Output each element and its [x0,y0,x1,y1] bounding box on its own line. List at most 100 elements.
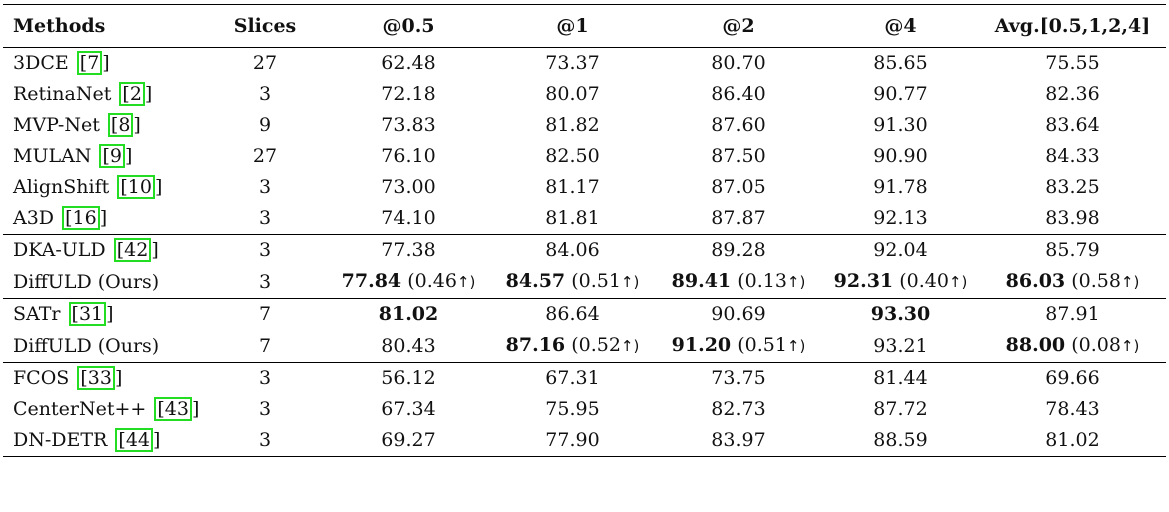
value-cell: 84.57 (0.51↑) [490,266,655,299]
slices-cell: 3 [258,398,272,420]
value-cell: 81.02 [327,298,490,330]
value-cell: 67.31 [490,362,655,394]
slices-cell: 3 [203,425,327,457]
method-name: SATr [13,303,61,325]
up-arrow-icon: ↑) [786,337,806,355]
citation-link[interactable]: [10 [117,175,155,199]
value-cell: 93.30 [822,298,979,330]
value-cell: 80.70 [711,52,766,74]
citation-link[interactable]: [9 [99,144,125,168]
table-row: RetinaNet [2] 3 72.18 80.07 86.40 90.77 … [3,79,1166,110]
header-row: Methods Slices @0.5 @1 @2 @4 Avg.[0.5,1,… [3,4,1166,48]
citation-link[interactable]: [7 [76,51,103,75]
method-cell: MVP-Net [8] [13,113,141,137]
value-cell: 87.05 [711,176,766,198]
delta-value: (0.51 [571,270,621,292]
up-arrow-icon: ↑) [948,273,968,291]
results-table: Methods Slices @0.5 @1 @2 @4 Avg.[0.5,1,… [3,4,1166,457]
value-cell: 73.83 [381,114,436,136]
value-cell: 77.84 (0.46↑) [327,266,490,299]
citation-link[interactable]: [42 [113,238,152,262]
value-cell: 82.73 [711,398,766,420]
value-cell: 90.77 [873,83,928,105]
citation-link[interactable]: [31 [68,302,107,326]
value-cell: 87.16 (0.52↑) [490,330,655,363]
value-cell: 86.64 [490,298,655,330]
slices-cell: 3 [258,176,272,198]
value-cell: 81.44 [822,362,979,394]
citation-link[interactable]: [44 [115,428,154,452]
table-row: A3D [16] 3 74.10 81.81 87.87 92.13 83.98 [3,203,1166,235]
citation-link[interactable]: [16 [62,206,100,230]
value-cell: 75.95 [545,398,600,420]
delta-value: (0.46 [407,270,457,292]
value-cell: 56.12 [327,362,490,394]
header-at-4: @4 [884,14,917,37]
method-name: FCOS [13,367,70,389]
method-cell: MULAN [9] [13,144,133,168]
citation-link[interactable]: [33 [77,366,115,390]
value-cell: 87.60 [711,114,766,136]
avg-cell: 88.00 (0.08↑) [979,330,1166,363]
table-row: SATr [31] 7 81.02 86.64 90.69 93.30 87.9… [3,298,1166,330]
table-row: MVP-Net [8] 9 73.83 81.82 87.60 91.30 83… [3,110,1166,141]
header-slices: Slices [233,14,297,37]
value-cell: 93.21 [873,334,928,357]
value-cell: 91.20 (0.51↑) [655,330,822,363]
value-cell: 77.38 [327,234,490,266]
citation-link[interactable]: [2 [119,82,145,106]
delta-value: (0.08 [1071,334,1121,356]
value-cell: 67.34 [381,398,436,420]
avg-cell: 83.64 [1045,114,1100,136]
value-cell: 80.43 [381,334,436,357]
up-arrow-icon: ↑) [456,273,476,291]
slices-cell: 27 [252,145,278,167]
value-cell: 86.40 [711,83,766,105]
value-cell: 72.18 [381,83,436,105]
best-value: 87.16 [505,334,566,356]
value-cell: 92.13 [873,207,928,229]
table-row: CenterNet++ [43] 3 67.34 75.95 82.73 87.… [3,394,1166,425]
value-cell: 87.50 [711,145,766,167]
value-cell: 85.65 [873,52,928,74]
best-value: 86.03 [1005,270,1066,292]
avg-cell: 87.91 [979,298,1166,330]
citation-link[interactable]: [8 [107,113,134,137]
method-cell: RetinaNet [2] [13,82,153,106]
method-cell: DKA-ULD [42] [3,234,203,266]
table-row: FCOS [33] 3 56.12 67.31 73.75 81.44 69.6… [3,362,1166,394]
value-cell: 82.50 [545,145,600,167]
delta-value: (0.40 [899,270,949,292]
value-cell: 89.41 (0.13↑) [655,266,822,299]
header-at-2: @2 [722,14,755,37]
table-row: AlignShift [10] 3 73.00 81.17 87.05 91.7… [3,172,1166,203]
avg-cell: 82.36 [1045,83,1100,105]
value-cell: 88.59 [822,425,979,457]
avg-cell: 81.02 [979,425,1166,457]
delta-value: (0.13 [737,270,787,292]
table-row: 3DCE [7] 27 62.48 73.37 80.70 85.65 75.5… [3,48,1166,80]
method-cell: A3D [16] [13,206,108,230]
best-value: 88.00 [1005,334,1066,356]
value-cell: 73.00 [381,176,436,198]
method-name: DKA-ULD [13,239,106,261]
value-cell: 84.06 [490,234,655,266]
up-arrow-icon: ↑) [1120,273,1140,291]
delta-value: (0.51 [737,334,787,356]
avg-cell: 83.98 [1045,207,1100,229]
avg-cell: 83.25 [1045,176,1100,198]
header-at-0-5: @0.5 [382,14,435,37]
avg-cell: 85.79 [979,234,1166,266]
table-row: DiffULD (Ours) 3 77.84 (0.46↑) 84.57 (0.… [3,266,1166,299]
header-methods: Methods [13,14,106,37]
table-row: DN-DETR [44] 3 69.27 77.90 83.97 88.59 8… [3,425,1166,457]
header-at-1: @1 [556,14,589,37]
slices-cell: 3 [203,362,327,394]
best-value: 89.41 [671,270,732,292]
value-cell: 87.87 [711,207,766,229]
value-cell: 90.69 [655,298,822,330]
avg-cell: 84.33 [1045,145,1100,167]
value-cell: 91.30 [873,114,928,136]
avg-cell: 69.66 [979,362,1166,394]
citation-link[interactable]: [43 [154,397,192,421]
